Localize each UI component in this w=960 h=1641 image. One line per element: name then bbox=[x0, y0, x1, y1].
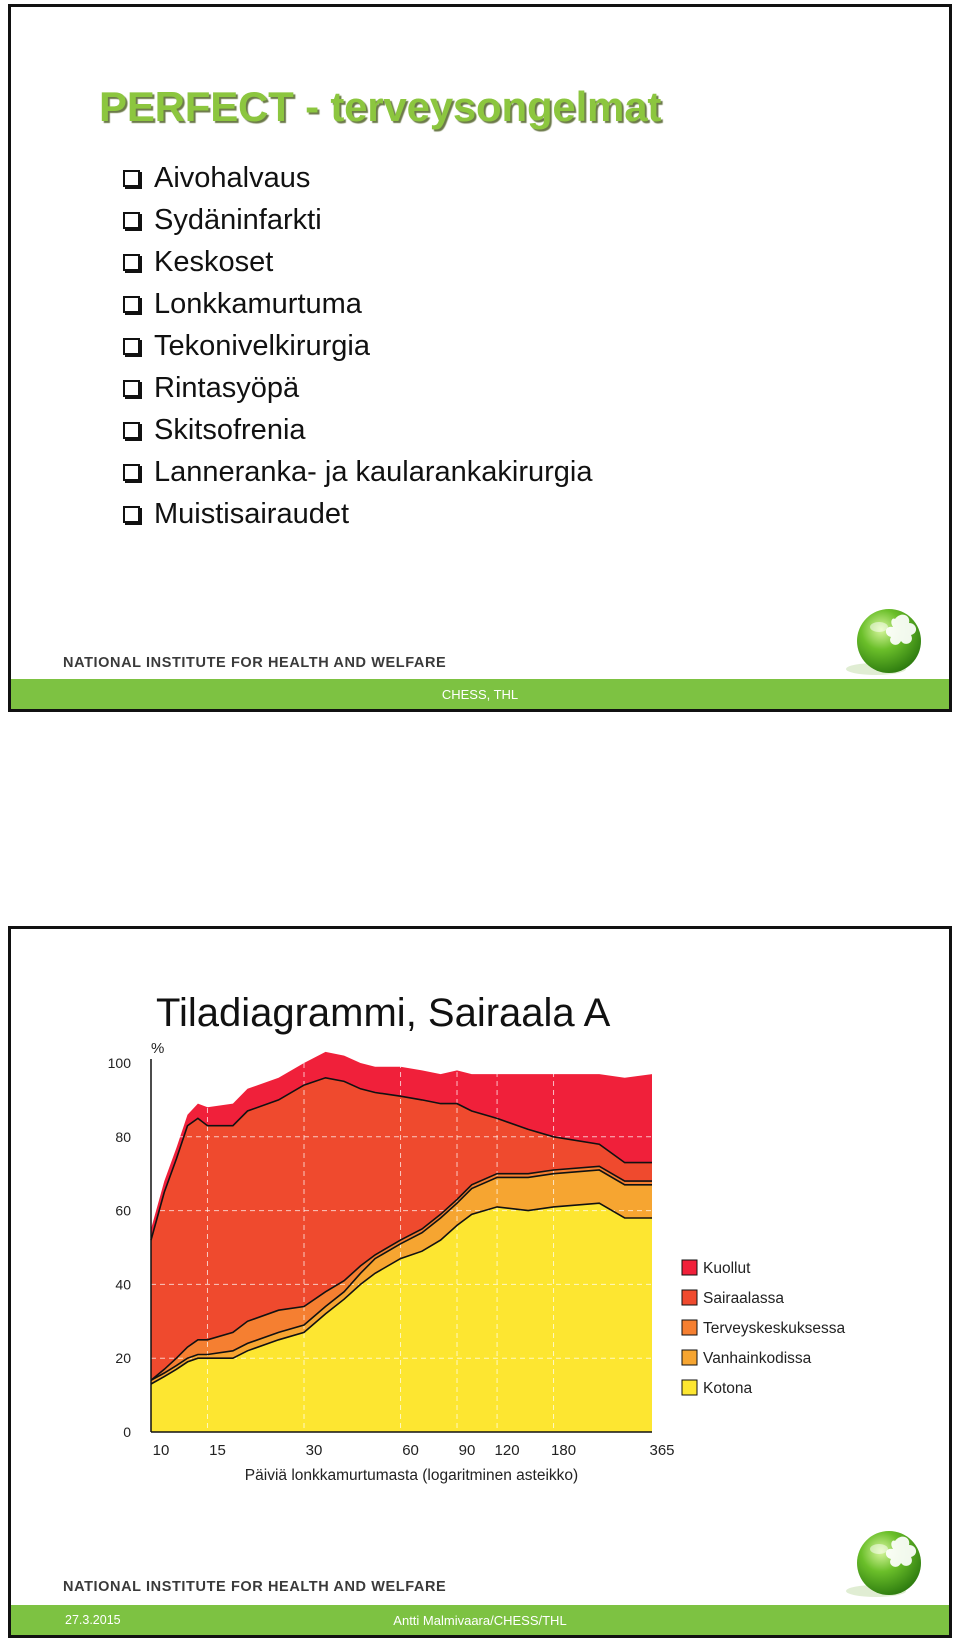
legend-swatch bbox=[681, 1349, 698, 1366]
legend-label: Kotona bbox=[703, 1380, 753, 1397]
footer-date: 27.3.2015 bbox=[65, 1613, 121, 1627]
bullet-text: Sydäninfarkti bbox=[154, 203, 322, 236]
legend-swatch bbox=[681, 1379, 698, 1396]
boundary-line-kotona bbox=[150, 1202, 652, 1385]
checkbox-icon bbox=[123, 505, 140, 523]
bullet-item: Skitsofrenia bbox=[123, 409, 592, 451]
slide-2-title: Tiladiagrammi, Sairaala A bbox=[156, 991, 611, 1035]
legend-swatch bbox=[681, 1289, 698, 1306]
legend-swatch bbox=[681, 1319, 698, 1336]
checkbox-icon bbox=[123, 463, 140, 481]
x-tick-label: 90 bbox=[459, 1442, 476, 1459]
bullet-item: Tekonivelkirurgia bbox=[123, 325, 592, 367]
y-tick-label: 20 bbox=[115, 1350, 131, 1366]
checkbox-icon bbox=[123, 211, 140, 229]
bullet-item: Keskoset bbox=[123, 241, 592, 283]
slide-1: PERFECT - terveysongelmat Aivohalvaus Syd… bbox=[8, 4, 952, 712]
thl-globe-logo-2 bbox=[846, 1531, 921, 1597]
legend-label: Vanhainkodissa bbox=[703, 1350, 812, 1367]
checkbox-icon bbox=[123, 421, 140, 439]
bullet-list: Aivohalvaus Sydäninfarkti Keskoset Lonkkamu… bbox=[123, 157, 592, 535]
bullet-text: Rintasyöpä bbox=[154, 371, 300, 404]
slide-2: Tiladiagrammi, Sairaala A 0 20 40 60 80 100 10… bbox=[8, 926, 952, 1638]
area-kuollut bbox=[151, 1051, 652, 1241]
bullet-text: Lonkkamurtuma bbox=[154, 287, 362, 320]
footer-text: CHESS, THL bbox=[441, 687, 519, 702]
bullet-text: Lanneranka- ja kaularankakirurgia bbox=[154, 455, 593, 488]
y-tick-label: 80 bbox=[115, 1129, 131, 1145]
checkbox-icon bbox=[123, 253, 140, 271]
bullet-text: Muistisairaudet bbox=[154, 497, 350, 530]
institute-name-2: NATIONAL INSTITUTE FOR HEALTH AND WELFAR… bbox=[63, 1579, 447, 1595]
slide-1-title: PERFECT - terveysongelmat bbox=[99, 83, 662, 130]
thl-globe-logo bbox=[846, 609, 921, 675]
bullet-item: Aivohalvaus bbox=[123, 157, 592, 199]
x-axis-label: Päiviä lonkkamurtumasta (logaritminen as… bbox=[245, 1467, 578, 1484]
x-tick-label: 60 bbox=[402, 1442, 419, 1459]
bullet-item: Lanneranka- ja kaularankakirurgia bbox=[123, 451, 592, 493]
bullet-item: Lonkkamurtuma bbox=[123, 283, 592, 325]
area-kotona bbox=[151, 1203, 652, 1432]
legend-label: Sairaalassa bbox=[703, 1290, 784, 1307]
legend-label: Terveyskeskuksessa bbox=[703, 1320, 846, 1337]
y-tick-label: 0 bbox=[123, 1424, 131, 1440]
institute-name: NATIONAL INSTITUTE FOR HEALTH AND WELFAR… bbox=[63, 655, 447, 671]
bullet-text: Tekonivelkirurgia bbox=[154, 329, 370, 362]
area-vanhainkodissa bbox=[151, 1170, 652, 1384]
y-tick-label: 40 bbox=[115, 1276, 131, 1292]
bullet-item: Sydäninfarkti bbox=[123, 199, 592, 241]
x-tick-label: 30 bbox=[306, 1442, 323, 1459]
boundary-line-terveyskeskuksessa bbox=[150, 1165, 652, 1381]
y-tick-label: 100 bbox=[108, 1055, 132, 1071]
y-axis-label: % bbox=[151, 1040, 164, 1057]
checkbox-icon bbox=[123, 337, 140, 355]
footer-bar: CHESS, THL bbox=[11, 679, 949, 709]
bullet-item: Muistisairaudet bbox=[123, 493, 592, 535]
area-terveyskeskuksessa bbox=[151, 1166, 652, 1381]
checkbox-icon bbox=[123, 169, 140, 187]
checkbox-icon bbox=[123, 379, 140, 397]
bullet-item: Rintasyöpä bbox=[123, 367, 592, 409]
x-tick-label: 180 bbox=[551, 1442, 576, 1459]
y-tick-label: 60 bbox=[115, 1203, 131, 1219]
x-tick-label: 365 bbox=[649, 1442, 674, 1459]
boundary-line-sairaalassa bbox=[150, 1076, 652, 1241]
area-sairaalassa bbox=[151, 1077, 652, 1381]
boundary-line-vanhainkodissa bbox=[150, 1169, 652, 1382]
x-tick-label: 10 bbox=[153, 1442, 170, 1459]
bullet-text: Aivohalvaus bbox=[154, 161, 311, 194]
legend-label: Kuollut bbox=[703, 1260, 751, 1277]
x-tick-label: 15 bbox=[209, 1442, 226, 1459]
footer-bar-2: 27.3.2015 Antti Malmivaara/CHESS/THL bbox=[11, 1605, 949, 1635]
x-tick-label: 120 bbox=[495, 1442, 520, 1459]
state-diagram-chart: 0 20 40 60 80 100 10 15 30 60 90 120 180 365% Päiviä l… bbox=[108, 1040, 846, 1484]
legend-swatch bbox=[681, 1259, 698, 1276]
bullet-text: Keskoset bbox=[154, 245, 274, 278]
checkbox-icon bbox=[123, 295, 140, 313]
bullet-text: Skitsofrenia bbox=[154, 413, 306, 446]
footer-author: Antti Malmivaara/CHESS/THL bbox=[393, 1613, 567, 1628]
